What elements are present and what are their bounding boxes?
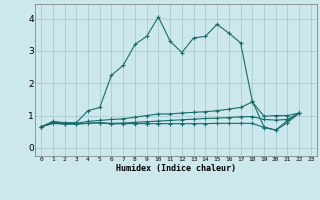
X-axis label: Humidex (Indice chaleur): Humidex (Indice chaleur) [116,164,236,173]
